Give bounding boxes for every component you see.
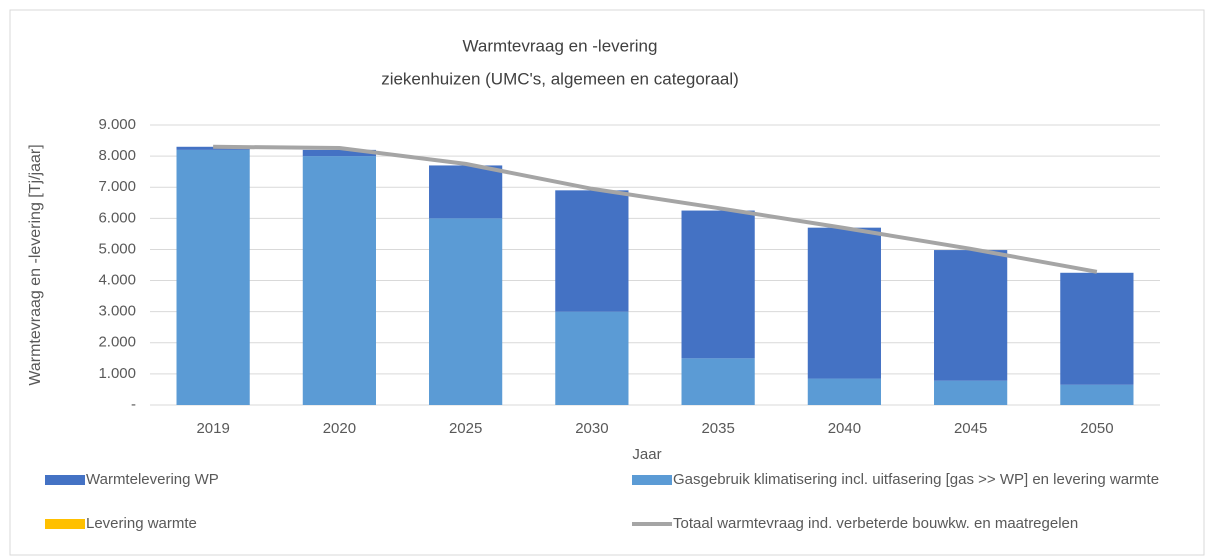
y-tick-label: 8.000 bbox=[98, 147, 136, 164]
y-tick-label: 9.000 bbox=[98, 116, 136, 133]
legend-label: Totaal warmtevraag ind. verbeterde bouwk… bbox=[673, 515, 1078, 532]
bar bbox=[429, 165, 503, 219]
x-tick-label: 2050 bbox=[1080, 420, 1113, 437]
bar bbox=[555, 311, 629, 405]
bar bbox=[934, 250, 1008, 381]
bar bbox=[302, 149, 376, 157]
legend-label: Levering warmte bbox=[86, 515, 197, 532]
y-tick-label: 6.000 bbox=[98, 209, 136, 226]
legend-swatch bbox=[45, 475, 85, 485]
y-tick-label: 1.000 bbox=[98, 365, 136, 382]
bar bbox=[807, 378, 881, 405]
bar bbox=[302, 156, 376, 405]
bar bbox=[1060, 384, 1134, 405]
x-tick-label: 2019 bbox=[196, 420, 229, 437]
bar bbox=[934, 380, 1008, 405]
legend-label: Gasgebruik klimatisering incl. uitfaseri… bbox=[673, 471, 1159, 488]
y-tick-label: 7.000 bbox=[98, 178, 136, 195]
x-tick-label: 2035 bbox=[701, 420, 734, 437]
y-axis-label: Warmtevraag en -levering [Tj/jaar] bbox=[27, 144, 44, 385]
legend-swatch bbox=[632, 475, 672, 485]
legend-label: Warmtelevering WP bbox=[86, 471, 219, 488]
legend-swatch bbox=[45, 519, 85, 529]
bar bbox=[1060, 272, 1134, 385]
x-tick-label: 2040 bbox=[828, 420, 861, 437]
y-tick-label: 4.000 bbox=[98, 272, 136, 289]
y-tick-label: 3.000 bbox=[98, 303, 136, 320]
chart-subtitle: ziekenhuizen (UMC's, algemeen en categor… bbox=[381, 69, 739, 88]
y-tick-label: - bbox=[131, 396, 136, 413]
line bbox=[213, 144, 1098, 274]
bar bbox=[681, 210, 755, 359]
bar bbox=[176, 149, 250, 405]
bar bbox=[681, 358, 755, 405]
x-tick-label: 2030 bbox=[575, 420, 608, 437]
bar bbox=[429, 218, 503, 405]
x-tick-label: 2025 bbox=[449, 420, 482, 437]
chart-title: Warmtevraag en -levering bbox=[463, 36, 658, 55]
x-tick-label: 2020 bbox=[323, 420, 356, 437]
x-axis-label: Jaar bbox=[632, 446, 661, 463]
bar bbox=[807, 227, 881, 379]
bar bbox=[555, 190, 629, 312]
y-tick-label: 2.000 bbox=[98, 334, 136, 351]
x-tick-label: 2045 bbox=[954, 420, 987, 437]
y-tick-label: 5.000 bbox=[98, 240, 136, 257]
